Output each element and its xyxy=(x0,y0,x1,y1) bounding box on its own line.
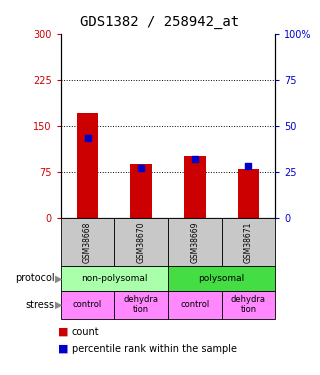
Bar xyxy=(114,291,168,319)
Text: ▶: ▶ xyxy=(55,273,63,284)
Bar xyxy=(61,266,168,291)
Text: control: control xyxy=(180,300,209,309)
Point xyxy=(85,135,90,141)
Text: GDS1382 / 258942_at: GDS1382 / 258942_at xyxy=(80,15,240,29)
Point xyxy=(192,156,197,162)
Bar xyxy=(221,291,275,319)
Bar xyxy=(168,291,221,319)
Point xyxy=(139,165,144,171)
Text: GSM38669: GSM38669 xyxy=(190,221,199,262)
Bar xyxy=(61,291,114,319)
Bar xyxy=(77,113,98,218)
Bar xyxy=(168,217,221,266)
Text: ■: ■ xyxy=(58,327,68,337)
Text: polysomal: polysomal xyxy=(198,274,245,283)
Bar xyxy=(221,217,275,266)
Text: dehydra
tion: dehydra tion xyxy=(124,295,159,314)
Text: non-polysomal: non-polysomal xyxy=(81,274,148,283)
Bar xyxy=(61,217,114,266)
Bar xyxy=(114,217,168,266)
Text: ■: ■ xyxy=(58,344,68,354)
Text: count: count xyxy=(72,327,100,337)
Bar xyxy=(168,266,275,291)
Text: GSM38670: GSM38670 xyxy=(137,221,146,262)
Text: protocol: protocol xyxy=(15,273,54,284)
Text: ▶: ▶ xyxy=(55,300,63,310)
Text: GSM38668: GSM38668 xyxy=(83,221,92,262)
Text: percentile rank within the sample: percentile rank within the sample xyxy=(72,344,237,354)
Bar xyxy=(184,156,205,218)
Bar xyxy=(238,168,259,217)
Text: stress: stress xyxy=(25,300,54,310)
Point xyxy=(246,163,251,169)
Text: dehydra
tion: dehydra tion xyxy=(231,295,266,314)
Text: control: control xyxy=(73,300,102,309)
Bar xyxy=(131,164,152,218)
Text: GSM38671: GSM38671 xyxy=(244,221,253,262)
